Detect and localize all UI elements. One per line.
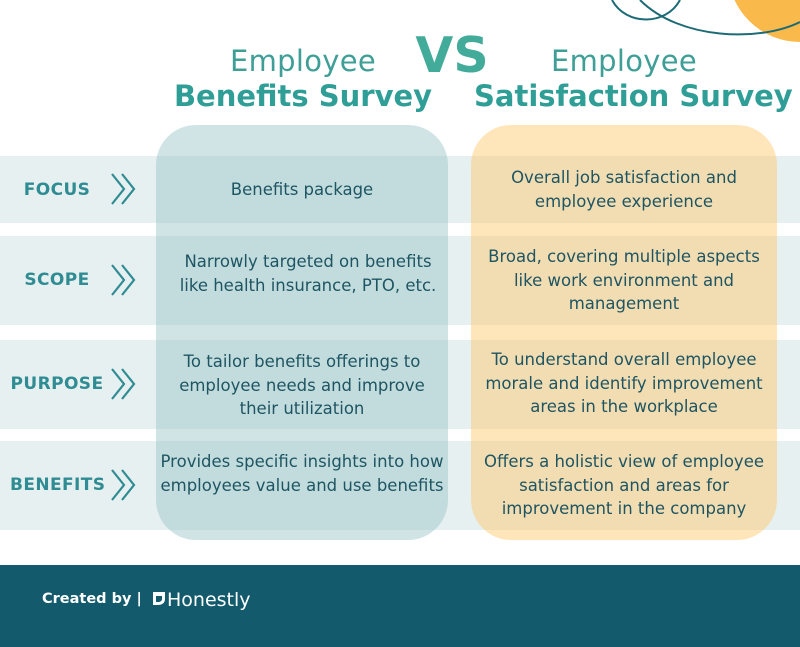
focus-satisfaction-cell: Overall job satisfaction and employee ex… (511, 168, 737, 211)
row-label-scope: SCOPE (24, 270, 90, 290)
purpose-benefits-cell: To tailor benefits offerings to employee… (179, 352, 425, 418)
scope-benefits-cell: Narrowly targeted on benefits like healt… (179, 252, 437, 295)
double-chevron-right-icon (111, 173, 136, 205)
benefits-survey-title: Employee Benefits Survey (160, 44, 446, 114)
satisfaction-title-bottom: Satisfaction Survey (474, 79, 793, 113)
scope-satisfaction-cell: Broad, covering multiple aspects like wo… (488, 247, 760, 313)
double-chevron-right-icon (111, 368, 136, 400)
satisfaction-survey-title: Employee Satisfaction Survey (474, 44, 793, 114)
benefits-title-bottom: Benefits Survey (173, 79, 433, 113)
row-label-purpose: PURPOSE (10, 374, 104, 394)
focus-benefits-cell: Benefits package (230, 180, 374, 199)
benefits-benefits-cell: Provides specific insights into how empl… (160, 452, 444, 495)
benefits-survey-column (156, 125, 448, 540)
honestly-brand-name: Honestly (167, 589, 251, 611)
row-label-focus: FOCUS (23, 180, 91, 200)
benefits-title-top: Employee (229, 44, 377, 78)
double-chevron-right-icon (111, 264, 136, 296)
honestly-logo: Honestly (150, 589, 251, 611)
purpose-satisfaction-cell: To understand overall employee morale an… (485, 350, 763, 416)
satisfaction-survey-column (471, 125, 777, 540)
vs-label: VS (415, 27, 489, 84)
row-label-benefits: BENEFITS (10, 475, 106, 495)
satisfaction-title-top: Employee (550, 44, 698, 78)
honestly-logo-icon (153, 592, 165, 605)
double-chevron-right-icon (111, 469, 136, 501)
footer (0, 565, 800, 647)
benefits-satisfaction-cell: Offers a holistic view of employee satis… (483, 452, 764, 518)
created-by-label: Created by | (42, 591, 142, 607)
